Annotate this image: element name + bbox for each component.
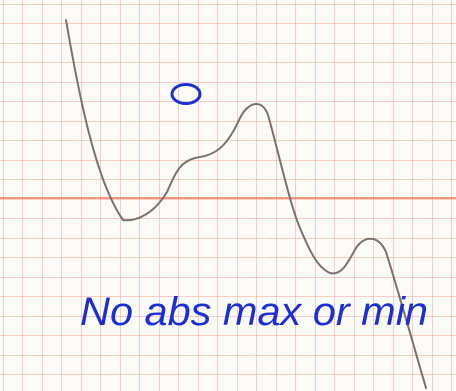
graph-sketch: No abs max or min xyxy=(0,0,456,391)
annotation: No abs max or min xyxy=(80,290,428,334)
